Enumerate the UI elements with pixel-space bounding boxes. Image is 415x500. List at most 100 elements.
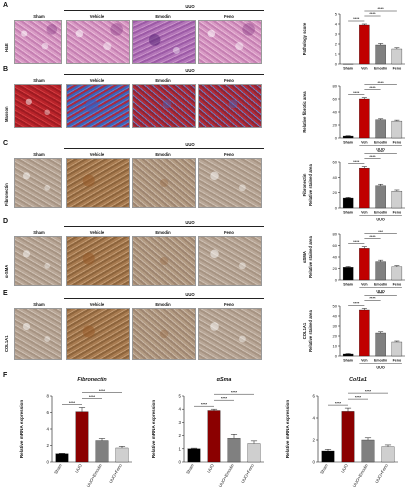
y-tick-label: 30 — [333, 324, 338, 329]
chart-fibronectin-area: Fibronectin Relative stained area 0 20 40 60 S… — [302, 149, 405, 222]
y-axis-label: Relative mRNA expression — [285, 400, 290, 458]
y-tick-label: 2 — [335, 42, 338, 47]
significance-label: *** — [378, 229, 383, 234]
bar-emodin — [375, 119, 386, 139]
y-tick-label: 60 — [333, 160, 338, 165]
bar-emodin — [375, 185, 386, 209]
bar-sham — [321, 450, 335, 463]
y-tick-label: 40 — [333, 255, 338, 260]
row-label-col1a1: COL1A1 — [4, 335, 9, 352]
y-axis-label: Pathology score — [302, 22, 307, 55]
x-tick-label: UUO+Feno — [240, 462, 255, 484]
bar-emodin — [375, 44, 386, 65]
x-tick-label: Sham — [343, 359, 353, 363]
y-axis-label: Relative mRNA expression — [19, 400, 24, 458]
bar-emodin — [375, 261, 386, 281]
x-tick-label: UUO+Emodin — [86, 462, 104, 488]
significance-label: **** — [201, 401, 208, 406]
col-label-emodin-c: Emodin — [155, 152, 171, 157]
significance-label: **** — [369, 11, 376, 16]
significance-label: **** — [353, 16, 360, 21]
col-label-sham-d: Sham — [33, 230, 45, 235]
bar-veh — [359, 24, 370, 65]
col-label-emodin-e: Emodin — [155, 302, 171, 307]
y-tick-label: 8 — [47, 394, 50, 399]
y-tick-label: 0 — [335, 278, 338, 283]
col-label-emodin-b: Emodin — [155, 78, 171, 83]
y-tick-label: 20 — [333, 190, 338, 195]
bar-feno — [391, 120, 403, 139]
he-sham-image — [14, 20, 62, 64]
x-tick-label: Veh — [361, 283, 367, 287]
masson-emodin-image — [132, 84, 196, 128]
x-tick-label: UUO — [340, 462, 349, 473]
x-tick-label: UUO+Feno — [374, 462, 389, 484]
significance-label: **** — [365, 388, 372, 393]
col-label-feno-c: Feno — [223, 152, 234, 157]
x-tick-label: Sham — [53, 463, 63, 475]
uuo-group-label: UUO — [376, 218, 384, 222]
masson-vehicle-image — [66, 84, 130, 128]
significance-label: **** — [369, 85, 376, 90]
significance-label: **** — [89, 394, 96, 399]
y-tick-label: 50 — [333, 304, 338, 309]
row-label-he: H&E — [4, 43, 9, 52]
asma-vehicle-image — [66, 236, 130, 286]
significance-label: **** — [369, 154, 376, 159]
bar-emodin — [375, 332, 386, 357]
col-label-uuo-d: UUO — [185, 220, 195, 225]
x-tick-label: Veh — [361, 211, 367, 215]
chart-fibrotic-area: Relative fibrotic area 0 20 40 60 80 Sham Veh Em… — [302, 80, 405, 152]
significance-label: **** — [378, 80, 385, 85]
col-label-vehicle-b: Vehicle — [89, 78, 105, 83]
y-tick-label: 2 — [313, 438, 316, 443]
col-label-feno-d: Feno — [223, 230, 234, 235]
significance-label: **** — [369, 234, 376, 239]
y-tick-label: 5 — [335, 12, 338, 17]
x-tick-label: Feno — [393, 67, 402, 71]
x-tick-label: Feno — [393, 283, 402, 287]
x-tick-label: Emodin — [374, 141, 387, 145]
y-tick-label: 40 — [333, 314, 338, 319]
significance-label: **** — [369, 296, 376, 301]
uuo-bracket — [64, 10, 264, 11]
panel-letter-e: E — [3, 290, 8, 297]
col-label-vehicle-d: Vehicle — [89, 230, 105, 235]
bar-uuo-feno — [247, 443, 261, 463]
bar-sham — [342, 197, 354, 209]
x-tick-label: Emodin — [374, 359, 387, 363]
bar-sham — [342, 135, 354, 139]
significance-label: **** — [231, 389, 238, 394]
col-label-sham-b: Sham — [33, 78, 45, 83]
x-tick-label: UUO+Emodin — [352, 462, 370, 488]
x-tick-label: Sham — [343, 67, 353, 71]
significance-label: **** — [353, 90, 360, 95]
x-tick-label: UUO+Feno — [108, 462, 123, 484]
significance-label: **** — [378, 292, 385, 296]
y-tick-label: 20 — [333, 334, 338, 339]
uuo-bracket-e — [64, 298, 264, 299]
chart-title: Fibronectin — [77, 377, 107, 383]
bar-feno — [391, 266, 403, 281]
y-tick-label: 20 — [333, 266, 338, 271]
chart-asma-area: αSMA Relative stained area 0 20 40 60 80 Sham Ve… — [302, 229, 405, 294]
uuo-group-label: UUO — [376, 290, 384, 294]
bar-uuo — [75, 411, 89, 463]
bar-veh — [359, 167, 370, 209]
bar-veh — [359, 248, 370, 281]
he-vehicle-image — [66, 20, 130, 64]
he-feno-image — [198, 20, 262, 64]
x-tick-label: Sham — [319, 463, 329, 475]
y-tick-label: 0 — [335, 354, 338, 359]
y-tick-label: 3 — [335, 32, 338, 37]
y-tick-label: 1 — [335, 52, 338, 57]
x-tick-label: Veh — [361, 67, 367, 71]
y-tick-label: 4 — [313, 416, 316, 421]
x-tick-label: Veh — [361, 141, 367, 145]
y-axis-label: Relative stained area — [308, 310, 313, 352]
bar-uuo-feno — [115, 447, 129, 463]
y-tick-label: 0 — [335, 62, 338, 67]
bar-uuo-emodin — [95, 440, 109, 463]
y-tick-label: 3 — [179, 420, 182, 425]
bar-feno — [391, 48, 403, 65]
